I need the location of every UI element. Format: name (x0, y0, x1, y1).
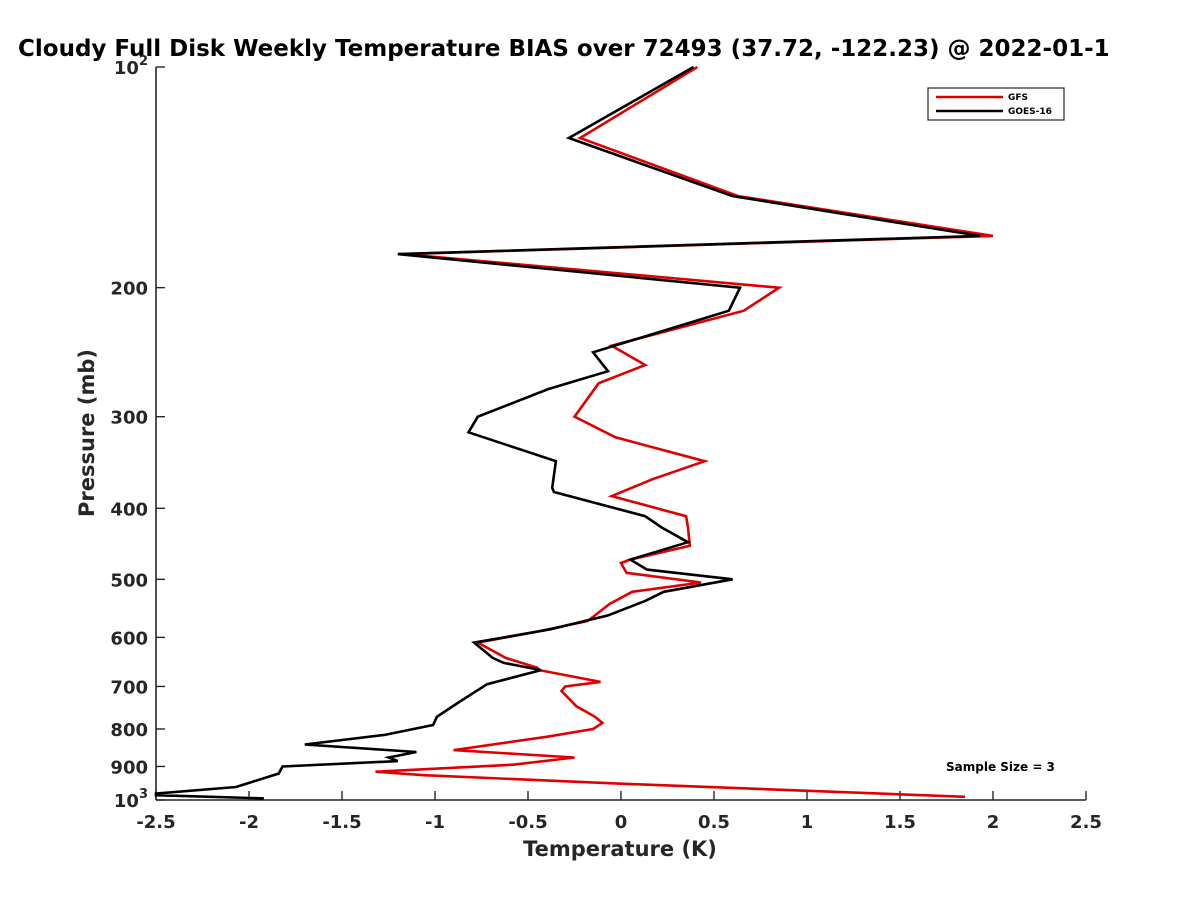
x-tick-label: -1.5 (322, 812, 361, 833)
series-line-gfs (375, 65, 994, 799)
x-axis-ticks: -2.5 -2 -1.5 -1 -0.5 0 0.5 1 1.5 2 2.5 (136, 791, 1102, 833)
y-tick-label: 500 (110, 570, 148, 591)
x-tick-label: 0 (615, 812, 628, 833)
y-tick-label: 600 (110, 628, 148, 649)
y-tick-label: 900 (110, 757, 148, 778)
x-tick-label: -0.5 (508, 812, 547, 833)
x-tick-label: 2 (987, 812, 1000, 833)
x-axis-label: Temperature (K) (523, 837, 717, 861)
x-tick-label: 1 (801, 812, 814, 833)
sample-size-annotation: Sample Size = 3 (946, 760, 1055, 774)
chart-title: Cloudy Full Disk Weekly Temperature BIAS… (18, 36, 1110, 62)
plot-area: -2.5 -2 -1.5 -1 -0.5 0 0.5 1 1.5 2 2.5 102 200 300 40… (110, 54, 1102, 833)
y-axis-ticks: 102 200 300 400 500 600 700 800 900 103 (110, 54, 165, 812)
y-tick-label: 200 (110, 279, 148, 300)
x-tick-label: 0.5 (698, 812, 730, 833)
legend-label: GFS (1008, 93, 1028, 103)
y-tick-label: 300 (110, 408, 148, 429)
y-tick-label: 800 (110, 720, 148, 741)
x-tick-label: -2 (239, 812, 259, 833)
legend-label: GOES-16 (1008, 107, 1052, 117)
y-tick-label: 700 (110, 677, 148, 698)
y-tick-label: 103 (114, 787, 148, 812)
series-layer (154, 65, 994, 800)
x-tick-label: -2.5 (136, 812, 175, 833)
legend-box (927, 87, 1065, 121)
x-tick-label: 2.5 (1070, 812, 1102, 833)
y-axis-label: Pressure (mb) (75, 349, 99, 517)
x-tick-label: 1.5 (884, 812, 916, 833)
series-line-goes-16 (154, 65, 981, 800)
x-tick-label: -1 (425, 812, 445, 833)
legend: GFS GOES-16 (927, 87, 1065, 121)
y-tick-label: 102 (114, 54, 148, 79)
y-tick-label: 400 (110, 499, 148, 520)
